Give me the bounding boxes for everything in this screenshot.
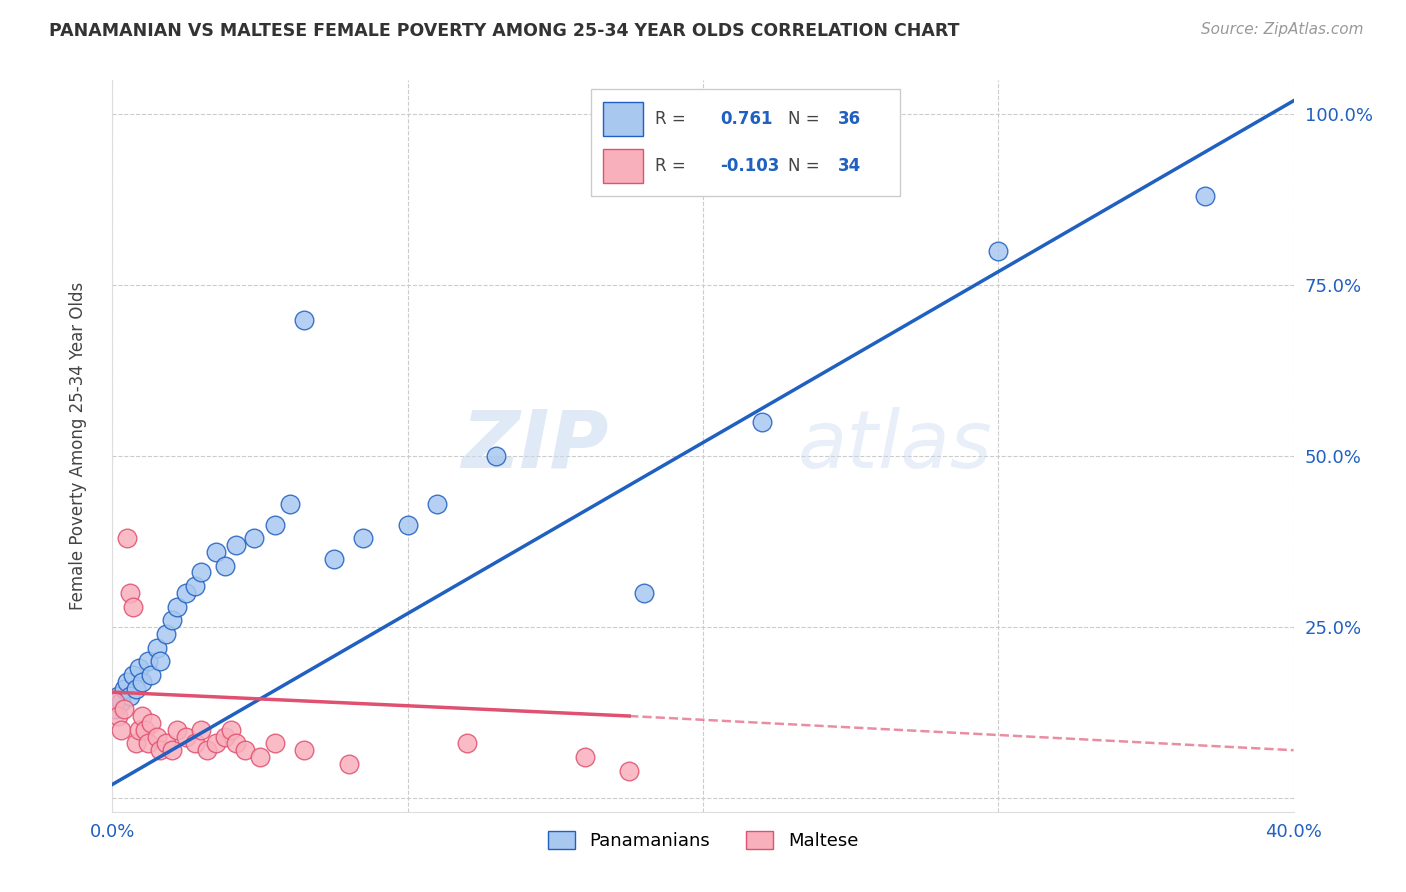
Point bbox=[112, 681, 135, 696]
Point bbox=[190, 566, 212, 580]
Text: 36: 36 bbox=[838, 111, 860, 128]
Point bbox=[337, 756, 360, 771]
Point bbox=[107, 709, 129, 723]
Point bbox=[131, 709, 153, 723]
Y-axis label: Female Poverty Among 25-34 Year Olds: Female Poverty Among 25-34 Year Olds bbox=[69, 282, 87, 610]
Point bbox=[243, 531, 266, 545]
Text: ZIP: ZIP bbox=[461, 407, 609, 485]
Point bbox=[110, 695, 132, 709]
Point bbox=[149, 654, 172, 668]
Point bbox=[426, 497, 449, 511]
Bar bbox=[603, 149, 643, 184]
Point bbox=[396, 517, 419, 532]
Point bbox=[166, 599, 188, 614]
Legend: Panamanians, Maltese: Panamanians, Maltese bbox=[541, 823, 865, 857]
Point bbox=[184, 736, 207, 750]
Point bbox=[107, 689, 129, 703]
Point bbox=[225, 736, 247, 750]
Point bbox=[120, 586, 142, 600]
Point bbox=[139, 668, 162, 682]
Point bbox=[264, 736, 287, 750]
Point bbox=[131, 674, 153, 689]
Point bbox=[146, 730, 169, 744]
Text: -0.103: -0.103 bbox=[720, 157, 780, 175]
Point bbox=[136, 736, 159, 750]
Point bbox=[1194, 189, 1216, 203]
Point bbox=[104, 702, 127, 716]
Point bbox=[264, 517, 287, 532]
Point bbox=[214, 558, 236, 573]
Point bbox=[134, 723, 156, 737]
Point bbox=[249, 750, 271, 764]
Bar bbox=[603, 102, 643, 136]
Point bbox=[112, 702, 135, 716]
Point bbox=[292, 743, 315, 757]
Point bbox=[128, 723, 150, 737]
Point bbox=[125, 681, 148, 696]
Point bbox=[139, 715, 162, 730]
Point bbox=[219, 723, 242, 737]
Point bbox=[160, 613, 183, 627]
Point bbox=[155, 736, 177, 750]
Point bbox=[456, 736, 478, 750]
Point bbox=[205, 736, 228, 750]
Text: atlas: atlas bbox=[797, 407, 993, 485]
Point bbox=[205, 545, 228, 559]
Point bbox=[146, 640, 169, 655]
Text: 34: 34 bbox=[838, 157, 862, 175]
Text: R =: R = bbox=[655, 157, 686, 175]
Point bbox=[633, 586, 655, 600]
Point bbox=[485, 449, 508, 463]
Point bbox=[149, 743, 172, 757]
Point bbox=[190, 723, 212, 737]
Text: PANAMANIAN VS MALTESE FEMALE POVERTY AMONG 25-34 YEAR OLDS CORRELATION CHART: PANAMANIAN VS MALTESE FEMALE POVERTY AMO… bbox=[49, 22, 960, 40]
Point bbox=[122, 599, 145, 614]
Point bbox=[117, 531, 138, 545]
Point bbox=[195, 743, 218, 757]
Point bbox=[619, 764, 641, 778]
Point bbox=[174, 586, 197, 600]
Point bbox=[104, 695, 127, 709]
Point bbox=[128, 661, 150, 675]
Point bbox=[155, 627, 177, 641]
Point bbox=[122, 668, 145, 682]
Point bbox=[160, 743, 183, 757]
Point bbox=[278, 497, 301, 511]
Point bbox=[184, 579, 207, 593]
Point bbox=[323, 551, 346, 566]
Point bbox=[110, 723, 132, 737]
Point bbox=[136, 654, 159, 668]
Point bbox=[352, 531, 374, 545]
Text: 0.761: 0.761 bbox=[720, 111, 773, 128]
Text: N =: N = bbox=[789, 157, 820, 175]
Point bbox=[292, 312, 315, 326]
Point bbox=[751, 415, 773, 429]
Point bbox=[987, 244, 1010, 259]
Point bbox=[125, 736, 148, 750]
Point bbox=[574, 750, 596, 764]
Text: N =: N = bbox=[789, 111, 820, 128]
Point bbox=[225, 538, 247, 552]
Text: Source: ZipAtlas.com: Source: ZipAtlas.com bbox=[1201, 22, 1364, 37]
FancyBboxPatch shape bbox=[591, 89, 900, 196]
Point bbox=[166, 723, 188, 737]
Point bbox=[120, 689, 142, 703]
Point bbox=[117, 674, 138, 689]
Text: R =: R = bbox=[655, 111, 686, 128]
Point bbox=[233, 743, 256, 757]
Point bbox=[174, 730, 197, 744]
Point bbox=[214, 730, 236, 744]
